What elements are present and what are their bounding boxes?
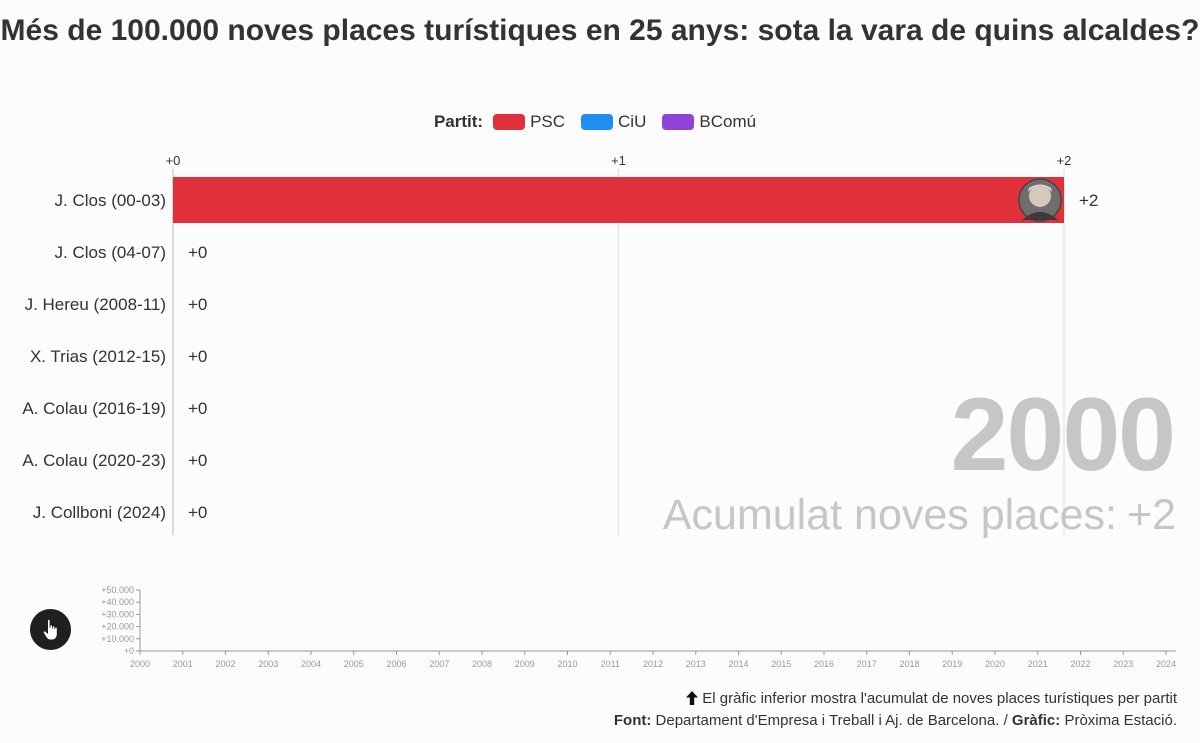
category-label: A. Colau (2020-23) — [22, 451, 166, 470]
mini-x-tick-label: 2009 — [515, 659, 535, 669]
category-label: J. Clos (00-03) — [55, 191, 166, 210]
category-label: J. Clos (04-07) — [55, 243, 166, 262]
value-label: +0 — [188, 243, 207, 262]
x-tick-label: +1 — [611, 153, 626, 168]
mini-x-tick-label: 2010 — [557, 659, 577, 669]
value-label: +0 — [188, 451, 207, 470]
cumulative-area-chart: +0 +10.000 +20.000 +30.000 +40.000 +50.000 200… — [101, 585, 1176, 669]
value-label: +0 — [188, 503, 207, 522]
mini-x-tick-label: 2003 — [258, 659, 278, 669]
bar-race-chart: +0 +1 +2 J. Clos (00-03) +2 J. Clos (04-07) +0… — [22, 153, 1098, 535]
mini-x-tick-label: 2020 — [985, 659, 1005, 669]
mini-y-tick-label: +0 — [124, 646, 134, 656]
mini-x-tick-label: 2015 — [771, 659, 791, 669]
hand-pointer-icon — [43, 619, 57, 639]
legend-item-bcomu[interactable]: BComú — [662, 112, 756, 132]
mini-x-tick-label: 2005 — [344, 659, 364, 669]
legend-title: Partit: — [433, 112, 484, 131]
mini-x-tick-label: 2017 — [857, 659, 877, 669]
footer-source: Font: Departament d'Empresa i Treball i … — [614, 710, 1177, 732]
footer: El gràfic inferior mostra l'acumulat de … — [614, 688, 1177, 732]
source-label: Font: — [613, 712, 652, 729]
arrow-up-icon — [686, 691, 699, 705]
legend-swatch-ciu — [581, 114, 614, 130]
mini-x-tick-label: 2024 — [1156, 659, 1176, 669]
value-label: +0 — [188, 347, 207, 366]
mini-x-tick-label: 2001 — [173, 659, 193, 669]
footer-note: El gràfic inferior mostra l'acumulat de … — [614, 688, 1177, 710]
value-label: +0 — [188, 295, 207, 314]
legend-swatch-psc — [493, 114, 526, 130]
mini-x-tick-label: 2016 — [814, 659, 834, 669]
value-label: +2 — [1079, 191, 1098, 210]
cumulative-value: +2 — [1126, 491, 1176, 539]
legend-label-bcomu: BComú — [699, 112, 757, 131]
legend-swatch-bcomu — [662, 114, 695, 130]
mini-x-tick-label: 2014 — [728, 659, 748, 669]
mini-x-tick-label: 2012 — [643, 659, 663, 669]
mini-x-tick-label: 2019 — [942, 659, 962, 669]
category-label: J. Hereu (2008-11) — [25, 295, 166, 314]
mini-x-tick-label: 2007 — [429, 659, 449, 669]
mini-x-tick-label: 2023 — [1113, 659, 1133, 669]
mayor-portrait — [1018, 178, 1062, 222]
mini-x-tick-label: 2006 — [386, 659, 406, 669]
x-tick-label: +2 — [1057, 153, 1072, 168]
mini-x-tick-label: 2018 — [899, 659, 919, 669]
mini-y-tick-label: +20.000 — [101, 622, 134, 632]
mini-y-tick-label: +50.000 — [101, 585, 134, 595]
mini-x-tick-label: 2021 — [1028, 659, 1048, 669]
mini-x-tick-label: 2000 — [130, 659, 150, 669]
category-label: J. Collboni (2024) — [33, 503, 166, 522]
chart-title: Més de 100.000 noves places turístiques … — [0, 14, 1200, 47]
play-button[interactable] — [30, 609, 71, 650]
source-text: Departament d'Empresa i Treball i Aj. de… — [655, 712, 1008, 729]
mini-x-tick-label: 2013 — [686, 659, 706, 669]
chart-credit-text: Pròxima Estació. — [1064, 712, 1177, 729]
cumulative-label: Acumulat noves places: — [662, 491, 1117, 539]
value-label: +0 — [188, 399, 207, 418]
current-year: 2000 — [950, 377, 1176, 493]
mini-x-tick-label: 2002 — [215, 659, 235, 669]
chart-credit-label: Gràfic: — [1011, 712, 1061, 729]
mini-x-tick-label: 2008 — [472, 659, 492, 669]
mini-x-tick-label: 2004 — [301, 659, 321, 669]
mini-x-tick-label: 2022 — [1070, 659, 1090, 669]
category-label: X. Trias (2012-15) — [30, 347, 166, 366]
legend-item-psc[interactable]: PSC — [493, 112, 565, 132]
bar[interactable] — [173, 177, 1064, 223]
footer-note-text: El gràfic inferior mostra l'acumulat de … — [702, 690, 1177, 707]
legend-label-ciu: CiU — [618, 112, 647, 131]
mini-y-tick-label: +10.000 — [101, 634, 134, 644]
cumulative-total: Acumulat noves places: +2 — [663, 494, 1176, 537]
category-label: A. Colau (2016-19) — [22, 399, 166, 418]
legend-label-psc: PSC — [530, 112, 566, 131]
mini-x-tick-label: 2011 — [601, 659, 620, 669]
legend: Partit: PSC CiU BComú — [0, 112, 1200, 132]
mini-y-tick-label: +30.000 — [101, 609, 134, 619]
x-tick-label: +0 — [166, 153, 181, 168]
mini-y-tick-label: +40.000 — [101, 597, 134, 607]
legend-item-ciu[interactable]: CiU — [581, 112, 646, 132]
